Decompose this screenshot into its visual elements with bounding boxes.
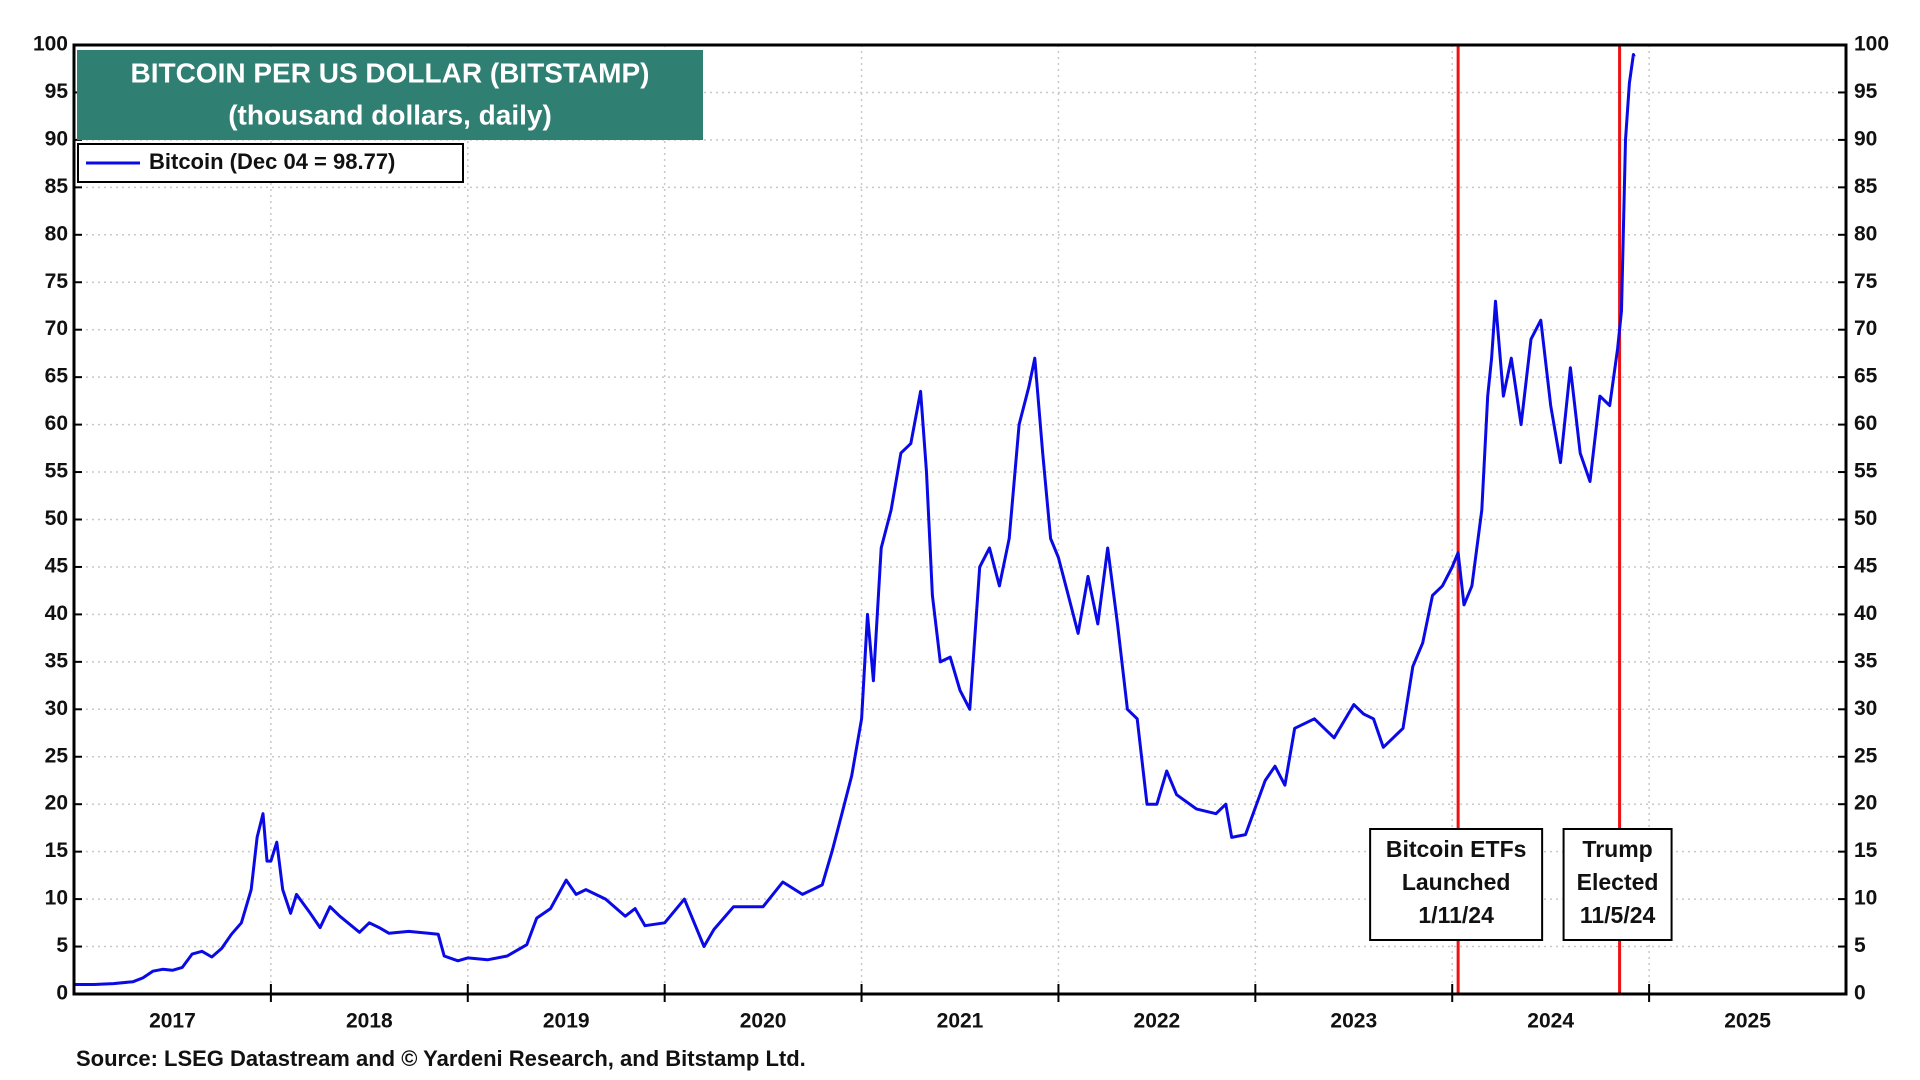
- y-tick-label: 60: [45, 412, 68, 435]
- source-note: Source: LSEG Datastream and © Yardeni Re…: [76, 1046, 806, 1071]
- y-tick-label: 40: [45, 602, 68, 625]
- y-tick-label: 50: [45, 507, 68, 530]
- legend-box: [77, 143, 464, 183]
- y2-tick-label: 70: [1854, 317, 1877, 340]
- y-tick-label: 15: [45, 839, 69, 862]
- y2-tick-label: 5: [1854, 934, 1866, 957]
- annotation-text: Launched: [1402, 869, 1511, 895]
- annotation-text: Bitcoin ETFs: [1386, 836, 1527, 862]
- chart-title: BITCOIN PER US DOLLAR (BITSTAMP): [130, 57, 649, 88]
- y-tick-label: 70: [45, 317, 68, 340]
- y-tick-label: 10: [45, 887, 68, 910]
- y2-tick-label: 75: [1854, 270, 1878, 293]
- y-tick-label: 90: [45, 127, 68, 150]
- x-tick-label: 2022: [1134, 1010, 1181, 1033]
- x-tick-label: 2024: [1527, 1010, 1574, 1033]
- annotation-text: 1/11/24: [1418, 902, 1494, 928]
- y2-tick-label: 65: [1854, 365, 1878, 388]
- x-tick-label: 2017: [149, 1010, 196, 1033]
- y2-tick-label: 55: [1854, 460, 1878, 483]
- y-tick-label: 25: [45, 744, 69, 767]
- y-tick-label: 65: [45, 365, 69, 388]
- y-tick-label: 80: [45, 222, 68, 245]
- legend-label: Bitcoin (Dec 04 = 98.77): [149, 149, 395, 174]
- chart-subtitle: (thousand dollars, daily): [228, 99, 552, 130]
- y-tick-label: 35: [45, 649, 69, 672]
- y2-tick-label: 80: [1854, 222, 1877, 245]
- y-tick-label: 85: [45, 175, 69, 198]
- x-tick-label: 2020: [740, 1010, 787, 1033]
- y2-tick-label: 20: [1854, 792, 1877, 815]
- annotation-text: Trump: [1582, 836, 1652, 862]
- annotation-box: [1562, 828, 1673, 941]
- y2-tick-label: 100: [1854, 33, 1889, 56]
- plot-frame: [72, 43, 1848, 996]
- y2-tick-label: 15: [1854, 839, 1878, 862]
- y2-tick-label: 40: [1854, 602, 1877, 625]
- y2-tick-label: 35: [1854, 649, 1878, 672]
- y2-tick-label: 90: [1854, 127, 1877, 150]
- y-tick-label: 20: [45, 792, 68, 815]
- x-tick-label: 2025: [1724, 1010, 1771, 1033]
- y2-tick-label: 60: [1854, 412, 1877, 435]
- y-tick-label: 30: [45, 697, 68, 720]
- x-tick-label: 2021: [937, 1010, 984, 1033]
- y2-tick-label: 0: [1854, 982, 1866, 1005]
- annotation-text: Elected: [1577, 869, 1659, 895]
- y2-tick-label: 10: [1854, 887, 1877, 910]
- y-tick-label: 0: [56, 982, 68, 1005]
- y-tick-label: 100: [33, 33, 68, 56]
- y2-tick-label: 30: [1854, 697, 1877, 720]
- x-tick-label: 2023: [1330, 1010, 1377, 1033]
- y-tick-label: 75: [45, 270, 69, 293]
- y-tick-label: 45: [45, 554, 69, 577]
- y-tick-label: 55: [45, 460, 69, 483]
- y-tick-label: 95: [45, 80, 69, 103]
- annotation-box: [1369, 828, 1544, 941]
- y2-tick-label: 85: [1854, 175, 1878, 198]
- title-box: [77, 50, 703, 140]
- y-tick-label: 5: [56, 934, 68, 957]
- y2-tick-label: 45: [1854, 554, 1878, 577]
- x-tick-label: 2019: [543, 1010, 590, 1033]
- y2-tick-label: 50: [1854, 507, 1877, 530]
- y2-tick-label: 95: [1854, 80, 1878, 103]
- annotation-text: 11/5/24: [1580, 902, 1656, 928]
- y2-tick-label: 25: [1854, 744, 1878, 767]
- x-tick-label: 2018: [346, 1010, 393, 1033]
- data-line: [74, 53, 1636, 986]
